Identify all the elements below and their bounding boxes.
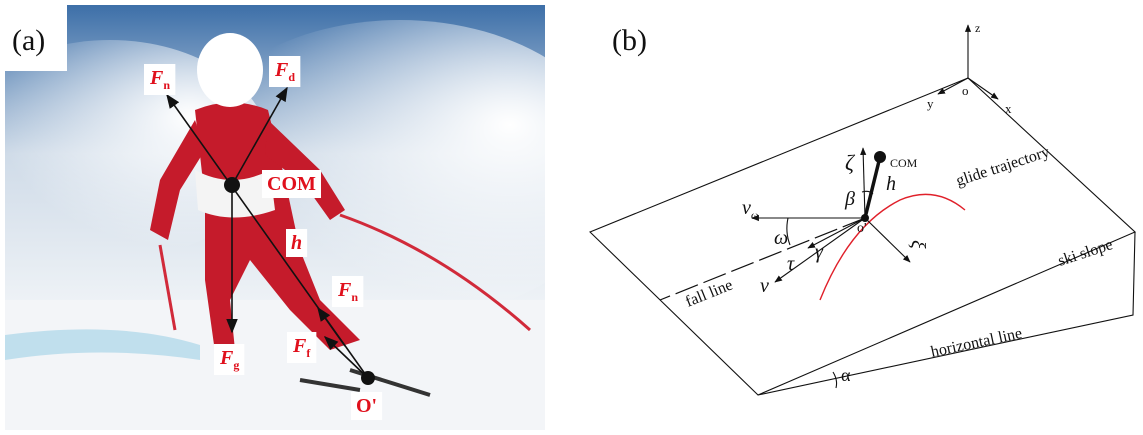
annotation: y [927,96,934,111]
annotation-symbol: ξ [907,240,929,249]
annotation-subscript: n [351,290,358,304]
annotation-symbol: ν [760,275,769,297]
annotation-subscript: d [288,70,295,84]
pivot-point [361,371,375,385]
figure: (a) FnFdCOMhFnFgFfO' (b) zoyxζCOMhβ [0,0,1143,435]
annotation-symbol: F [274,59,289,81]
annotation-symbol: F [149,67,164,89]
annotation: horizontal line [929,325,1023,361]
glide-trajectory [820,194,965,300]
annotation-subscript: n [163,78,170,92]
annotation: fall line [683,276,735,310]
annotation: COM [890,156,918,170]
annotation-symbol: F [219,347,234,369]
annotation-symbol: F [292,335,307,357]
annotation: h [886,173,896,195]
com-point [224,177,240,193]
annotation: ξ [907,240,929,249]
annotation-symbol: γ [815,241,824,263]
annotation-symbol: v [742,197,751,219]
annotation-symbol: COM [267,173,316,195]
annotation: ski slope [1056,236,1115,270]
annotation-symbol: h [886,173,896,195]
annotation: vω [742,197,759,222]
annotation-symbol: h [291,232,302,254]
annotation: o [962,83,969,98]
annotation-symbol: z [975,21,980,35]
annotation-symbol: y [927,96,934,111]
face-mask [197,33,263,107]
annotation: γ [815,241,824,263]
panel-label: (b) [612,24,647,57]
annotation-symbol: COM [890,156,918,170]
annotation: τ [787,253,795,275]
annotation: O' [356,395,377,417]
annotation-symbol: ζ [845,150,856,175]
annotation-symbol: x [1005,101,1012,116]
annotation-symbol: ski slope [1056,236,1115,270]
annotation-symbol: glide trajectory [954,144,1052,190]
annotation-subscript: ω [751,208,759,222]
annotation-symbol: fall line [683,276,735,310]
annotation-symbol: F [337,279,352,301]
annotation-symbol: o' [857,221,867,236]
annotation-symbol: α [841,365,851,385]
annotation-symbol: β [844,188,855,210]
zeta-axis [863,148,865,218]
annotation: o' [857,221,867,236]
annotation: glide trajectory [954,144,1052,190]
annotation: ω [774,227,788,249]
xi-axis [865,218,910,262]
annotation: β [844,188,855,210]
panel-label: (a) [12,24,45,57]
annotation-symbol: o [962,83,969,98]
com-point [874,151,886,163]
snow-ground [5,300,545,430]
annotation: COM [267,173,316,195]
annotation: h [291,232,302,254]
alpha-arc [833,372,837,388]
x-axis [968,78,998,99]
annotation: x [1005,101,1012,116]
annotation-subscript: g [233,358,239,372]
annotation: ζ [845,150,856,175]
annotation-symbol: O' [356,395,377,417]
slope-surface [590,78,1135,395]
annotation-symbol: ω [774,227,788,249]
annotation-symbol: horizontal line [929,325,1023,361]
com-rod [865,157,880,218]
annotation-symbol: τ [787,253,795,275]
annotation: α [841,365,851,385]
annotation: z [975,21,980,35]
annotation: ν [760,275,769,297]
